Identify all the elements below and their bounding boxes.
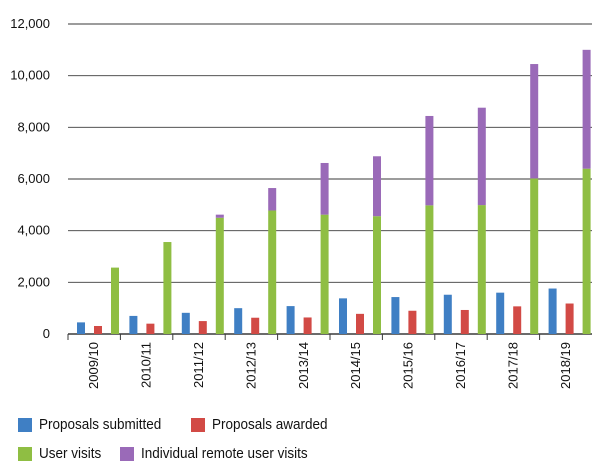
y-tick-label: 2,000 [17,274,50,289]
legend-swatch [120,446,135,461]
legend-item-proposals-submitted: Proposals submitted [18,416,175,433]
bar-individual-remote-user-visits-2017-18 [530,64,539,179]
bar-proposals-awarded-2018-19 [565,303,574,334]
bars [77,49,591,334]
bar-individual-remote-user-visits-2018-19 [582,49,591,169]
bar-user-visits-2015-16 [425,205,434,334]
bar-individual-remote-user-visits-2014-15 [373,156,381,217]
bar-user-visits-2009-10 [111,267,119,334]
bar-user-visits-2010-11 [163,242,172,334]
legend-row-2: User visits Individual remote user visit… [18,445,338,462]
bar-proposals-awarded-2014-15 [356,313,364,334]
bar-user-visits-2018-19 [582,168,591,334]
bar-proposals-submitted-2011-12 [181,312,190,334]
legend-label: Proposals awarded [211,416,328,433]
bar-user-visits-2017-18 [530,178,539,334]
x-tick-label: 2010/11 [139,342,154,388]
legend-item-user-visits: User visits [18,445,108,462]
bar-proposals-awarded-2015-16 [408,310,417,334]
bar-individual-remote-user-visits-2016-17 [477,107,486,206]
bar-user-visits-2016-17 [477,205,486,334]
x-tick-label: 2009/10 [86,342,101,389]
legend-label: Proposals submitted [39,416,162,433]
bar-individual-remote-user-visits-2012-13 [268,188,277,211]
legend-row-1: Proposals submitted Proposals awarded [18,416,352,433]
legend-label: Individual remote user visits [141,445,308,462]
legend-swatch [18,446,32,461]
bar-individual-remote-user-visits-2011-12 [215,214,224,218]
y-tick-label: 0 [43,326,50,341]
bar-individual-remote-user-visits-2013-14 [320,162,329,215]
x-tick-label: 2018/19 [558,342,573,389]
bar-user-visits-2013-14 [320,214,329,334]
bar-proposals-submitted-2009-10 [77,322,85,334]
bar-proposals-submitted-2010-11 [129,315,138,334]
stacked-bar-chart: 0 2,000 4,000 6,000 8,000 10,000 12,000 2009/1… [10,16,592,389]
bar-individual-remote-user-visits-2015-16 [425,115,434,206]
bar-proposals-submitted-2012-13 [234,308,243,334]
x-axis: 2009/10 2010/11 2011/12 2012/13 2013/14 2014/… [67,334,573,389]
y-axis: 0 2,000 4,000 6,000 8,000 10,000 12,000 [10,16,50,341]
bar-user-visits-2014-15 [373,216,381,334]
bar-proposals-awarded-2012-13 [251,317,260,334]
y-tick-label: 12,000 [10,16,50,31]
x-tick-label: 2012/13 [243,342,258,389]
legend-item-individual-remote-user-visits: Individual remote user visits [120,445,326,462]
bar-proposals-submitted-2015-16 [391,297,400,334]
x-tick-label: 2013/14 [296,342,311,389]
bar-proposals-awarded-2010-11 [146,323,155,334]
gridlines [68,23,592,335]
bar-user-visits-2012-13 [268,210,277,334]
x-tick-label: 2016/17 [453,342,468,389]
bar-proposals-submitted-2016-17 [443,294,452,334]
x-tick-label: 2011/12 [191,342,206,388]
bar-proposals-awarded-2009-10 [94,325,102,334]
y-tick-label: 10,000 [10,68,50,83]
bar-proposals-awarded-2016-17 [460,309,469,334]
x-tick-label: 2015/16 [401,342,416,389]
x-tick-label: 2017/18 [505,342,520,389]
legend-swatch [190,417,205,432]
y-tick-label: 6,000 [17,171,50,186]
bar-proposals-awarded-2017-18 [513,306,522,334]
bar-proposals-awarded-2013-14 [303,317,312,334]
y-tick-label: 8,000 [17,119,50,134]
bar-proposals-submitted-2014-15 [339,298,347,334]
x-tick-label: 2014/15 [348,342,363,389]
bar-proposals-submitted-2018-19 [548,288,557,334]
bar-proposals-awarded-2011-12 [198,321,207,334]
legend-label: User visits [39,445,102,462]
legend-item-proposals-awarded: Proposals awarded [190,416,340,433]
legend: Proposals submitted Proposals awarded Us… [0,408,592,471]
legend-swatch [18,417,32,432]
bar-proposals-submitted-2017-18 [496,292,505,334]
y-tick-label: 4,000 [17,223,50,238]
bar-proposals-submitted-2013-14 [286,306,295,334]
bar-user-visits-2011-12 [215,217,224,334]
